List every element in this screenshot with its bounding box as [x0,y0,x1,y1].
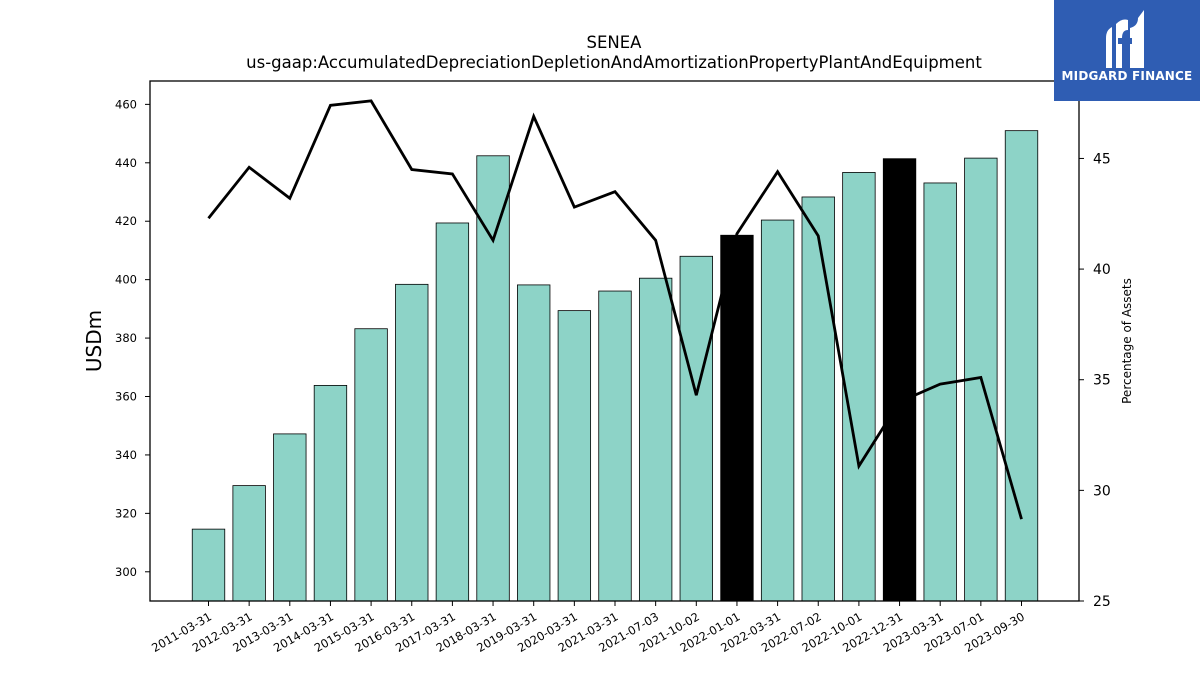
bar-2013-03-31 [273,433,307,602]
logo-text: MIDGARD FINANCE [1061,69,1193,83]
y2-tick-label: 25 [1093,594,1111,610]
bar-2022-03-31 [760,219,795,602]
y-axis-left: 300 320 340 360 380 400 420 440 460 [115,97,150,579]
bar-2021-10-02 [679,255,713,602]
bar-2011-03-31 [191,528,226,602]
bar-2021-03-31 [598,290,632,602]
bar-2023-09-30 [1004,130,1039,602]
bar-2023-03-31 [923,182,957,602]
bar-2022-12-31 [882,158,917,602]
y-tick-label: 460 [115,97,137,111]
y-tick-label: 360 [115,390,137,404]
y2-tick-label: 40 [1093,262,1111,278]
bar-2021-07-03 [638,277,673,602]
y-tick-label: 300 [115,565,137,579]
bar-2022-01-01 [720,234,754,602]
y-tick-label: 380 [115,331,137,345]
y-tick-label: 320 [115,506,137,520]
chart-subtitle: us-gaap:AccumulatedDepreciationDepletion… [246,53,982,72]
bar-2015-03-31 [354,328,388,602]
bar-2017-03-31 [435,222,470,602]
bar-2022-07-02 [801,196,835,602]
chart-title: SENEA [587,33,643,52]
y2-tick-label: 30 [1093,483,1111,499]
y2-axis-label: Percentage of Assets [1120,278,1134,404]
y2-tick-label: 45 [1093,151,1111,167]
bar-2012-03-31 [232,485,266,602]
logo: MIDGARD FINANCE [1054,0,1200,101]
x-axis: 2011-03-312012-03-312013-03-312014-03-31… [149,601,1027,655]
y2-tick-label: 35 [1093,373,1111,389]
bar-2018-03-31 [476,155,510,602]
line-series [207,99,1023,520]
bar-2022-10-01 [842,172,876,602]
bar-2020-03-31 [557,310,592,602]
y-axis-label: USDm [82,310,106,372]
y-tick-label: 340 [115,448,137,462]
y-tick-label: 440 [115,156,137,170]
y-axis-right: 25 30 35 40 45 [1079,151,1111,610]
y-tick-label: 400 [115,273,137,287]
bar-2016-03-31 [395,283,429,602]
y-tick-label: 420 [115,214,137,228]
bar-2014-03-31 [313,384,348,602]
midgard-logo-icon [1106,10,1144,68]
bar-series [191,130,1039,602]
bar-2019-03-31 [517,284,551,602]
